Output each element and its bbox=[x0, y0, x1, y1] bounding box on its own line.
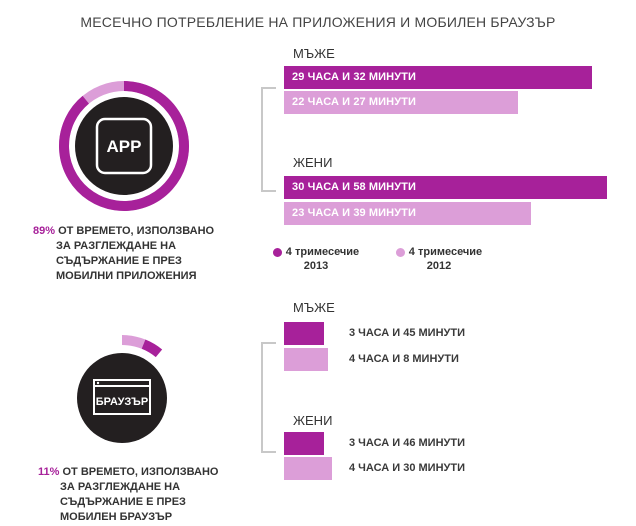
app-men-2013-bar: 29 ЧАСА И 32 МИНУТИ bbox=[284, 66, 592, 89]
browser-women-2012-label: 4 ЧАСА И 30 МИНУТИ bbox=[349, 462, 465, 474]
browser-desc-line-1: ОТ ВРЕМЕТО, ИЗПОЛЗВАНО bbox=[62, 466, 219, 478]
browser-desc-line-3: СЪДЪРЖАНИЕ Е ПРЕЗ bbox=[60, 496, 186, 508]
browser-men-label: МЪЖЕ bbox=[293, 300, 335, 315]
app-desc-line-1: ОТ ВРЕМЕТО, ИЗПОЛЗВАНО bbox=[58, 225, 215, 237]
app-square-icon bbox=[95, 117, 153, 175]
app-desc-line-2: ЗА РАЗГЛЕЖДАНЕ НА bbox=[56, 240, 177, 252]
legend-2013-line-2: 2013 bbox=[303, 260, 329, 272]
browser-icon-label: БРАУЗЪР bbox=[96, 396, 148, 408]
browser-description: 11% ОТ ВРЕМЕТО, ИЗПОЛЗВАНО ЗА РАЗГЛЕЖДАН… bbox=[38, 465, 258, 525]
legend-2012-line-1: 4 тримесечие bbox=[408, 246, 483, 258]
app-women-2013-label: 30 ЧАСА И 58 МИНУТИ bbox=[292, 181, 416, 193]
legend-dot-dark-icon bbox=[272, 247, 282, 257]
legend-dot-light-icon bbox=[395, 247, 405, 257]
app-description: 89% ОТ ВРЕМЕТО, ИЗПОЛЗВАНО ЗА РАЗГЛЕЖДАН… bbox=[33, 224, 253, 284]
browser-desc-line-4: МОБИЛЕН БРАУЗЪР bbox=[60, 511, 173, 523]
browser-women-2013-label: 3 ЧАСА И 46 МИНУТИ bbox=[349, 437, 465, 449]
app-men-2013-label: 29 ЧАСА И 32 МИНУТИ bbox=[292, 71, 416, 83]
app-ring-share bbox=[59, 81, 189, 211]
app-men-2012-label: 22 ЧАСА И 27 МИНУТИ bbox=[292, 96, 416, 108]
browser-men-2013-label: 3 ЧАСА И 45 МИНУТИ bbox=[349, 327, 465, 339]
app-women-2012-label: 23 ЧАСА И 39 МИНУТИ bbox=[292, 207, 416, 219]
browser-window-dot-icon bbox=[96, 381, 100, 385]
app-desc-line-4: МОБИЛНИ ПРИЛОЖЕНИЯ bbox=[56, 270, 197, 282]
app-bracket bbox=[261, 87, 276, 192]
browser-ring-dark bbox=[141, 339, 163, 358]
browser-men-2013-bar bbox=[284, 322, 324, 345]
browser-percent: 11% bbox=[38, 466, 60, 478]
app-men-2012-bar: 22 ЧАСА И 27 МИНУТИ bbox=[284, 91, 518, 114]
app-women-2012-bar: 23 ЧАСА И 39 МИНУТИ bbox=[284, 202, 531, 225]
browser-men-2012-bar bbox=[284, 348, 328, 371]
browser-circle bbox=[77, 353, 167, 443]
app-icon-label: APP bbox=[107, 137, 142, 156]
app-desc-line-3: СЪДЪРЖАНИЕ Е ПРЕЗ bbox=[56, 255, 182, 267]
browser-women-2013-bar bbox=[284, 432, 324, 455]
legend-item-2012: 4 тримесечие 2012 bbox=[388, 245, 490, 273]
browser-bracket bbox=[261, 342, 276, 453]
browser-desc-line-2: ЗА РАЗГЛЕЖДАНЕ НА bbox=[60, 481, 181, 493]
legend-2012-line-2: 2012 bbox=[426, 260, 452, 272]
browser-women-2012-bar bbox=[284, 457, 332, 480]
app-women-2013-bar: 30 ЧАСА И 58 МИНУТИ bbox=[284, 176, 607, 199]
browser-window-icon bbox=[93, 379, 151, 415]
app-percent: 89% bbox=[33, 225, 56, 237]
browser-ring-light bbox=[121, 335, 146, 349]
chart-title: МЕСЕЧНО ПОТРЕБЛЕНИЕ НА ПРИЛОЖЕНИЯ И МОБИ… bbox=[80, 14, 556, 30]
app-men-label: МЪЖЕ bbox=[293, 46, 335, 61]
browser-men-2012-label: 4 ЧАСА И 8 МИНУТИ bbox=[349, 353, 459, 365]
browser-women-label: ЖЕНИ bbox=[293, 413, 333, 428]
legend-item-2013: 4 тримесечие 2013 bbox=[266, 245, 366, 273]
app-women-label: ЖЕНИ bbox=[293, 155, 333, 170]
legend-2013-line-1: 4 тримесечие bbox=[285, 246, 360, 258]
